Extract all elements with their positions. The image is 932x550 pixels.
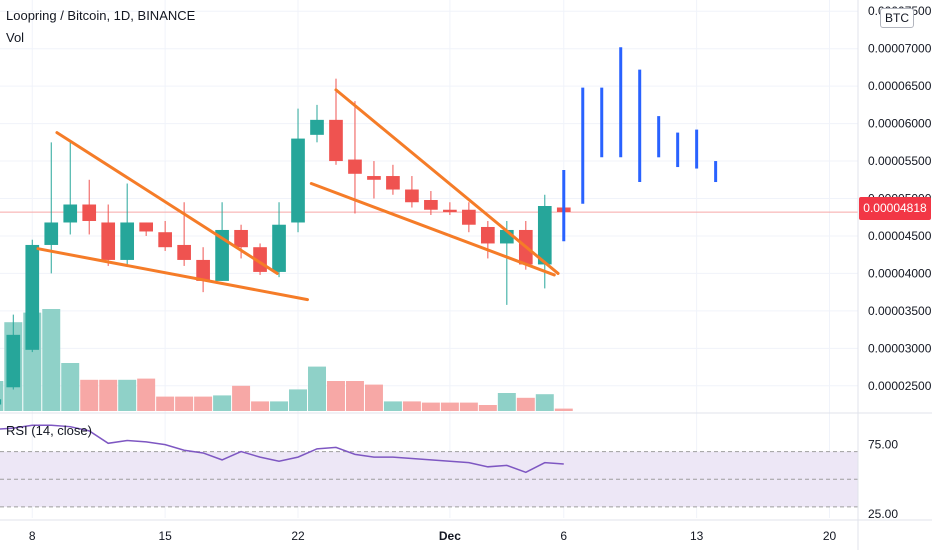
volume-bar — [194, 396, 213, 411]
volume-bar — [421, 402, 440, 411]
rsi-pane — [0, 424, 858, 508]
price-tick-label: 0.00006000 — [868, 117, 932, 131]
candle-body — [0, 399, 2, 405]
volume-bar — [80, 379, 99, 411]
price-tick-label: 0.00005500 — [868, 154, 932, 168]
volume-bar — [308, 366, 326, 411]
candle-body — [462, 209, 476, 225]
volume-bar — [516, 397, 535, 411]
candle-body — [291, 138, 305, 223]
volume-bar — [42, 309, 61, 411]
volume-bar — [535, 394, 554, 411]
volume-bar — [554, 408, 573, 411]
candle-body — [405, 189, 419, 203]
price-tick-label: 0.00007000 — [868, 42, 932, 56]
volume-bar — [459, 402, 478, 411]
candle-body — [481, 226, 495, 244]
volume-bar — [232, 385, 251, 411]
trendline — [334, 88, 560, 275]
candle-body — [443, 209, 457, 212]
volume-bar — [99, 379, 118, 411]
price-tick-label: 0.00002500 — [868, 379, 932, 393]
volume-bar — [213, 395, 232, 411]
candle-body — [6, 334, 21, 388]
candle-body — [537, 206, 552, 265]
time-tick-label: 15 — [158, 529, 172, 543]
candle-body — [424, 200, 438, 210]
currency-badge[interactable]: BTC — [880, 8, 914, 28]
candle-body — [234, 229, 248, 248]
candle-body — [82, 204, 97, 221]
candle-body — [329, 119, 343, 162]
candle-body — [158, 232, 172, 248]
price-tick-label: 0.00004000 — [868, 266, 932, 280]
time-tick-label: Dec — [439, 529, 461, 543]
volume-bar — [289, 389, 308, 411]
volume-bar — [402, 401, 421, 411]
volume-bar — [61, 363, 80, 411]
volume-bar — [175, 396, 194, 411]
price-tick-label: 0.00006500 — [868, 79, 932, 93]
rsi-line — [0, 424, 564, 474]
candle-body — [139, 222, 153, 232]
time-tick-label: 8 — [29, 529, 36, 543]
volume-bar — [326, 381, 345, 411]
candle-body — [196, 259, 210, 281]
candle-body — [177, 244, 191, 260]
time-tick-label: 6 — [560, 529, 567, 543]
volume-bar — [478, 405, 497, 411]
trendline — [36, 247, 310, 302]
rsi-tick-label: 75.00 — [868, 438, 898, 452]
trendline — [55, 131, 279, 275]
candle-body — [367, 176, 381, 180]
volume-bar — [345, 381, 364, 411]
chart-title: Loopring / Bitcoin, 1D, BINANCE — [6, 8, 196, 23]
volume-bar — [251, 401, 270, 411]
volume-bar — [497, 393, 516, 411]
projection-bars — [562, 47, 718, 242]
volume-bars — [0, 309, 573, 411]
last-price-tag: 0.00004818 — [859, 197, 931, 220]
trendline — [309, 182, 556, 277]
time-tick-label: 22 — [291, 529, 305, 543]
candlesticks[interactable] — [0, 78, 571, 412]
candle-body — [44, 222, 59, 245]
volume-legend-label: Vol — [6, 30, 25, 45]
volume-bar — [440, 402, 459, 411]
trendlines[interactable] — [36, 88, 560, 302]
volume-bar — [364, 384, 383, 411]
price-tick-label: 0.00003500 — [868, 304, 932, 318]
grid — [0, 0, 858, 518]
candle-body — [101, 222, 116, 260]
candle-body — [272, 224, 286, 272]
time-tick-label: 20 — [823, 529, 837, 543]
volume-bar — [156, 396, 175, 411]
candle-body — [120, 222, 135, 260]
candle-body — [348, 159, 362, 174]
candle-body — [310, 119, 324, 135]
volume-bar — [118, 379, 137, 411]
price-tick-label: 0.00004500 — [868, 229, 932, 243]
volume-bar — [383, 401, 402, 411]
candle-body — [63, 204, 78, 223]
rsi-legend-label: RSI (14, close) — [6, 423, 92, 438]
candle-body — [386, 176, 400, 190]
volume-bar — [137, 378, 156, 411]
volume-bar — [0, 381, 4, 411]
candle-body — [25, 244, 40, 350]
volume-bar — [270, 401, 289, 411]
candle-body — [215, 229, 229, 281]
price-tick-label: 0.00003000 — [868, 341, 932, 355]
time-tick-label: 13 — [690, 529, 704, 543]
rsi-tick-label: 25.00 — [868, 507, 898, 521]
